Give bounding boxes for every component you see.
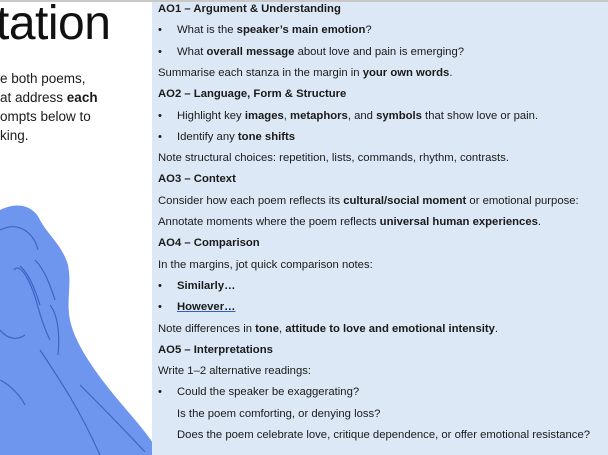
intro-line: ompts below to (0, 107, 98, 126)
text-segment: Write 1–2 alternative readings: (158, 365, 312, 378)
text-segment: metaphors (290, 109, 348, 122)
section-heading: AO4 – Comparison (158, 236, 260, 250)
person-covering-eyes-illustration (0, 205, 160, 455)
intro-text: e both poems, at address each ompts below … (0, 69, 98, 145)
panel-text-line: Annotate moments where the poem reflects… (158, 215, 541, 229)
bullet-item: • Similarly… (158, 279, 235, 293)
text-segment: However… (177, 301, 236, 314)
text-segment: In the margins, jot quick comparison not… (158, 258, 373, 271)
text-segment: Annotate moments where the poem reflects (158, 216, 380, 228)
bullet-icon: • (158, 24, 162, 37)
text-segment: Identify any (177, 130, 238, 143)
text-segment: What (177, 45, 207, 58)
bullet-icon: • (158, 109, 162, 122)
bullet-item: • What is the speaker’s main emotion? (158, 23, 372, 37)
text-segment: What is the (177, 24, 237, 37)
bullet-icon: • (158, 301, 162, 314)
text-segment: Note differences in (158, 322, 256, 335)
text-segment: or emotional purpose: (466, 194, 579, 207)
text-segment: , and (347, 109, 377, 122)
text-segment: . (449, 66, 453, 79)
section-heading: AO5 – Interpretations (158, 343, 273, 357)
text-segment: , (279, 322, 286, 335)
text-segment: AO5 – Interpretations (158, 343, 273, 356)
text-segment: speaker’s main emotion (236, 24, 366, 37)
text-segment: , (283, 109, 291, 122)
panel-text-line: In the margins, jot quick comparison not… (158, 258, 373, 272)
figure-outline (0, 226, 146, 455)
text-segment: . (537, 216, 542, 228)
text-segment: overall message (206, 45, 295, 58)
text-segment: AO4 – Comparison (158, 237, 260, 250)
bullet-icon: • (158, 45, 162, 58)
text-segment: Is the poem comforting, or denying loss? (177, 407, 381, 420)
bullet-item: • However… (158, 300, 235, 314)
text-segment: Highlight key (177, 109, 245, 122)
bullet-icon: • (158, 130, 162, 143)
text-segment: Could the speaker be exaggerating? (177, 386, 360, 399)
text-segment: attitude to love and emotional intensity (285, 322, 495, 335)
text-segment: tone shifts (237, 130, 296, 143)
figure-silhouette (0, 205, 160, 455)
text-segment: Does the poem celebrate love, critique d… (177, 429, 591, 441)
top-border (0, 0, 608, 2)
text-segment: Consider how each poem reflects its (158, 194, 344, 207)
text-segment: Summarise each stanza in the margin in (158, 66, 363, 79)
text-segment: AO1 – Argument & Understanding (158, 3, 341, 15)
text-segment: ompts below to (0, 109, 91, 124)
bullet-item: • Could the speaker be exaggerating? (158, 385, 359, 399)
text-segment: that show love or pain. (421, 109, 539, 122)
panel-text-line: Summarise each stanza in the margin in y… (158, 66, 452, 80)
text-segment: universal human experiences (379, 216, 538, 228)
text-segment: cultural/social moment (343, 194, 467, 207)
panel-text-line: Is the poem comforting, or denying loss? (177, 407, 380, 421)
text-segment: Similarly… (177, 279, 236, 292)
text-segment: ? (365, 24, 372, 37)
bullet-item: • Highlight key images, metaphors, and sy… (158, 109, 538, 123)
panel-text-line: Note structural choices: repetition, lis… (158, 151, 509, 165)
text-segment: each (66, 90, 98, 105)
text-segment: symbols (376, 109, 422, 122)
text-segment: king. (0, 128, 29, 143)
text-segment: . (494, 322, 499, 335)
intro-line: e both poems, (0, 69, 98, 88)
panel-text-line: Note differences in tone, attitude to lo… (158, 322, 498, 336)
panel-text-line: Does the poem celebrate love, critique d… (177, 428, 590, 442)
text-segment: images (244, 109, 284, 122)
text-segment: about love and pain is emerging? (294, 45, 465, 58)
text-segment: Note structural choices: repetition, lis… (158, 152, 509, 165)
intro-line: at address each (0, 88, 98, 107)
text-segment: tone (255, 322, 279, 335)
section-heading: AO3 – Context (158, 172, 236, 186)
slide-title: tation (0, 0, 111, 50)
text-segment: AO3 – Context (158, 173, 236, 186)
intro-line: king. (0, 126, 98, 145)
bullet-item: • What overall message about love and pai… (158, 45, 464, 59)
bullet-icon: • (158, 279, 162, 292)
text-segment: your own words (362, 66, 450, 79)
text-segment: at address (0, 90, 67, 105)
panel-text-line: Write 1–2 alternative readings: (158, 364, 311, 378)
section-heading: AO1 – Argument & Understanding (158, 2, 341, 16)
assessment-objectives-panel: AO1 – Argument & Understanding • What is t… (152, 2, 608, 455)
text-segment: e both poems, (0, 71, 86, 86)
panel-text-line: Consider how each poem reflects its cult… (158, 194, 579, 208)
bullet-icon: • (158, 386, 162, 399)
bullet-item: • Identify any tone shifts (158, 130, 295, 144)
text-segment: AO2 – Language, Form & Structure (158, 88, 347, 101)
section-heading: AO2 – Language, Form & Structure (158, 87, 346, 101)
